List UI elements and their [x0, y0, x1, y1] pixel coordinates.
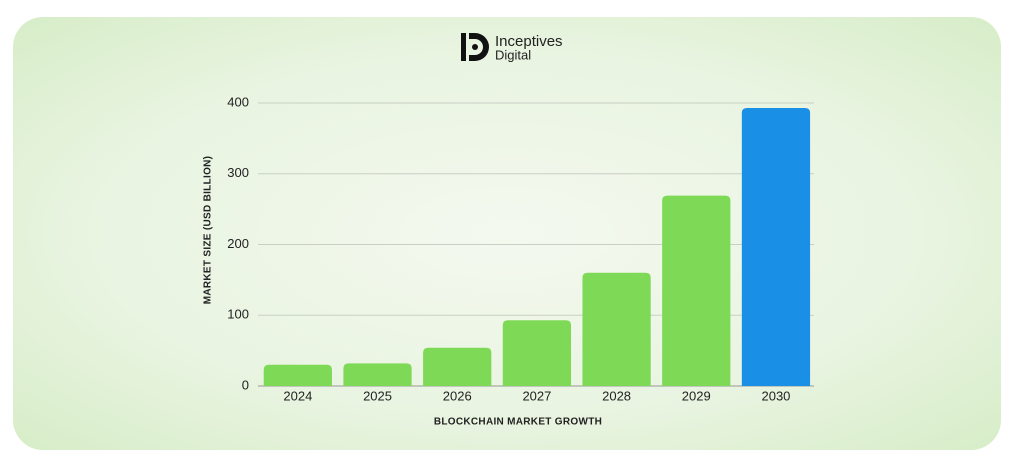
- logo: Inceptives Digital: [461, 33, 563, 62]
- y-tick-label: 0: [242, 377, 249, 392]
- logo-dot: [472, 44, 478, 50]
- brand-sub: Digital: [495, 47, 531, 62]
- brand-name: Inceptives: [495, 33, 563, 50]
- x-axis-title: BLOCKCHAIN MARKET GROWTH: [434, 417, 602, 428]
- x-tick-label: 2030: [761, 388, 790, 403]
- y-axis-title: MARKET SIZE (USD BILLION): [203, 156, 214, 305]
- bar: [582, 272, 651, 386]
- bar: [662, 195, 731, 386]
- y-tick-label: 100: [227, 307, 249, 322]
- logo-icon: [469, 33, 489, 61]
- bar: [423, 347, 492, 386]
- logo-bar: [461, 33, 466, 61]
- x-tick-label: 2026: [443, 388, 472, 403]
- x-tick-label: 2027: [522, 388, 551, 403]
- bar: [502, 320, 572, 386]
- y-tick-label: 400: [227, 94, 249, 109]
- bar: [741, 107, 811, 386]
- x-tick-label: 2029: [682, 388, 711, 403]
- bar: [343, 363, 412, 386]
- y-tick-label: 300: [227, 165, 249, 180]
- y-tick-label: 200: [227, 236, 249, 251]
- x-tick-label: 2028: [602, 388, 631, 403]
- bar: [263, 364, 332, 386]
- x-tick-label: 2025: [363, 388, 392, 403]
- x-tick-label: 2024: [283, 388, 312, 403]
